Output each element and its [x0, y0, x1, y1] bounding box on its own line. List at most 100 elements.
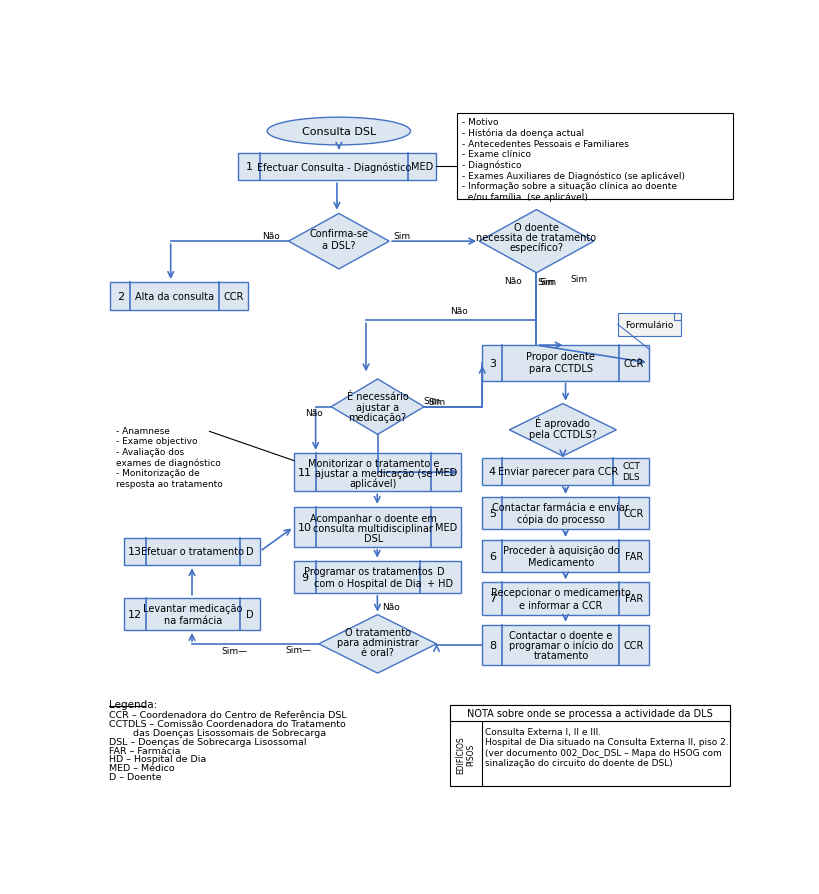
Text: Consulta DSL: Consulta DSL	[301, 127, 376, 137]
Text: Contactar farmácia e enviar: Contactar farmácia e enviar	[492, 502, 629, 512]
Text: CCR: CCR	[623, 358, 644, 368]
Text: Sim—: Sim—	[221, 645, 247, 654]
Text: ajustar a medicação (se: ajustar a medicação (se	[314, 468, 432, 478]
Text: MED: MED	[410, 163, 432, 173]
Text: 5: 5	[488, 509, 495, 519]
Text: É aprovado: É aprovado	[535, 417, 590, 428]
Text: CCR: CCR	[223, 291, 243, 301]
Text: aplicável): aplicável)	[349, 478, 396, 489]
Text: Não: Não	[262, 232, 280, 241]
Text: Sim: Sim	[570, 275, 587, 284]
Polygon shape	[319, 615, 436, 673]
Text: Proceder à aquisição do: Proceder à aquisição do	[502, 545, 618, 555]
FancyBboxPatch shape	[293, 561, 460, 594]
Text: Alta da consulta: Alta da consulta	[135, 291, 214, 301]
Text: CCR: CCR	[623, 509, 644, 519]
Text: Efectuar Consulta - Diagnóstico: Efectuar Consulta - Diagnóstico	[256, 162, 410, 173]
Text: MED: MED	[434, 522, 456, 532]
Text: O tratamento: O tratamento	[344, 627, 410, 637]
Text: FAR: FAR	[624, 594, 642, 603]
Text: CCR – Coordenadora do Centro de Referência DSL: CCR – Coordenadora do Centro de Referênc…	[109, 711, 346, 720]
Text: cópia do processo: cópia do processo	[516, 514, 604, 525]
Text: Medicamento: Medicamento	[527, 558, 593, 568]
Text: Legenda:: Legenda:	[109, 699, 156, 710]
Text: MED: MED	[434, 468, 456, 477]
Text: Confirma-se: Confirma-se	[309, 229, 368, 240]
Text: CCT: CCT	[622, 461, 639, 470]
Text: Não: Não	[504, 276, 522, 285]
Text: Formulário: Formulário	[625, 320, 673, 330]
FancyBboxPatch shape	[482, 540, 648, 573]
Text: a DSL?: a DSL?	[322, 240, 355, 250]
Text: Consulta Externa I, II e III.
Hospital de Dia situado na Consulta Externa II, pi: Consulta Externa I, II e III. Hospital d…	[485, 727, 728, 767]
Text: 11: 11	[297, 468, 311, 477]
Text: Sim: Sim	[428, 397, 445, 407]
Text: O doente: O doente	[514, 223, 559, 233]
Text: CCR: CCR	[623, 640, 644, 650]
FancyBboxPatch shape	[449, 705, 730, 721]
Text: NOTA sobre onde se processa a actividade da DLS: NOTA sobre onde se processa a actividade…	[467, 708, 712, 719]
Text: 4: 4	[488, 467, 495, 477]
Text: É necessário: É necessário	[346, 392, 408, 401]
FancyBboxPatch shape	[293, 453, 460, 492]
FancyBboxPatch shape	[482, 625, 648, 665]
Text: e informar a CCR: e informar a CCR	[518, 600, 602, 610]
Text: Propor doente: Propor doente	[526, 351, 595, 361]
Text: 8: 8	[488, 640, 495, 650]
FancyBboxPatch shape	[238, 154, 435, 181]
Text: na farmácia: na farmácia	[164, 615, 222, 625]
Text: 7: 7	[488, 594, 495, 603]
Text: medicação?: medicação?	[348, 413, 406, 423]
Text: Enviar parecer para CCR: Enviar parecer para CCR	[497, 467, 618, 477]
Text: 13: 13	[128, 547, 142, 557]
Text: Não: Não	[450, 307, 468, 316]
Text: 12: 12	[128, 609, 142, 620]
Text: para administrar: para administrar	[337, 637, 418, 647]
Text: - Motivo
- História da doença actual
- Antecedentes Pessoais e Familiares
- Exam: - Motivo - História da doença actual - A…	[462, 118, 684, 201]
Text: 6: 6	[488, 552, 495, 561]
FancyBboxPatch shape	[124, 598, 260, 630]
Text: + HD: + HD	[427, 578, 453, 588]
Text: Monitorizar o tratamento e: Monitorizar o tratamento e	[307, 459, 438, 468]
FancyBboxPatch shape	[457, 114, 731, 199]
Text: Recepcionar o medicamento: Recepcionar o medicamento	[491, 587, 630, 597]
Text: DLS: DLS	[622, 473, 639, 482]
Text: HD – Hospital de Dia: HD – Hospital de Dia	[109, 755, 206, 763]
Text: pela CCTDLS?: pela CCTDLS?	[528, 429, 596, 439]
Text: específico?: específico?	[509, 242, 563, 252]
Text: 2: 2	[116, 291, 124, 301]
Text: das Doenças Lisossomais de Sobrecarga: das Doenças Lisossomais de Sobrecarga	[109, 728, 325, 737]
Text: DSL: DSL	[364, 533, 382, 543]
Text: FAR – Farmácia: FAR – Farmácia	[109, 746, 180, 755]
Text: 3: 3	[488, 358, 495, 368]
Text: 10: 10	[297, 522, 311, 532]
Text: D – Doente: D – Doente	[109, 772, 161, 781]
Text: Sim—: Sim—	[285, 645, 311, 654]
Ellipse shape	[267, 118, 410, 146]
Text: Sim: Sim	[392, 232, 410, 241]
Text: Acompanhar o doente em: Acompanhar o doente em	[310, 513, 437, 523]
Text: CCTDLS – Comissão Coordenadora do Tratamento: CCTDLS – Comissão Coordenadora do Tratam…	[109, 719, 345, 728]
Text: Efetuar o tratamento: Efetuar o tratamento	[141, 547, 244, 557]
FancyBboxPatch shape	[482, 583, 648, 615]
Text: tratamento: tratamento	[532, 650, 588, 660]
Text: Sim: Sim	[539, 278, 556, 287]
Text: com o Hospital de Dia: com o Hospital de Dia	[314, 578, 421, 588]
Text: Sim: Sim	[423, 397, 440, 406]
Polygon shape	[478, 210, 593, 274]
Polygon shape	[288, 215, 389, 270]
Text: ajustar a: ajustar a	[355, 402, 399, 412]
Polygon shape	[331, 380, 423, 435]
FancyBboxPatch shape	[110, 283, 248, 310]
Text: Sim: Sim	[536, 278, 554, 287]
Text: Não: Não	[305, 409, 323, 417]
Text: MED – Médico: MED – Médico	[109, 763, 174, 772]
Text: necessita de tratamento: necessita de tratamento	[476, 232, 596, 242]
Text: Levantar medicação: Levantar medicação	[143, 603, 242, 613]
Text: D: D	[246, 547, 253, 557]
Text: 1: 1	[245, 163, 252, 173]
Text: Programar os tratamentos: Programar os tratamentos	[303, 566, 432, 576]
Text: D: D	[436, 566, 444, 576]
Text: FAR: FAR	[624, 552, 642, 561]
FancyBboxPatch shape	[124, 538, 260, 566]
